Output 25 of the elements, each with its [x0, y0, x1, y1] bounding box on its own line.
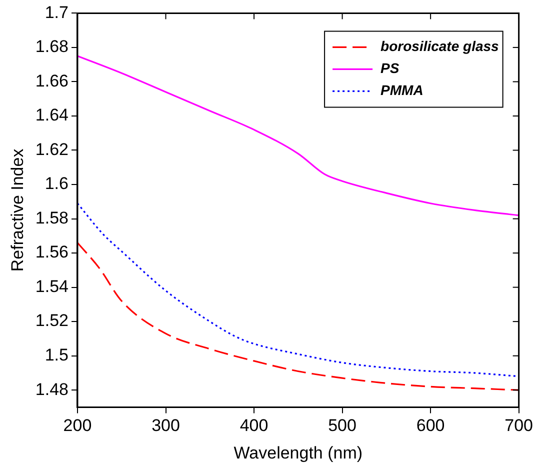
y-tick-label: 1.54 [35, 276, 68, 296]
y-tick-label: 1.66 [35, 71, 68, 90]
legend-label: PS [380, 60, 400, 76]
x-tick-label: 600 [416, 416, 445, 436]
x-tick-label: 200 [63, 416, 92, 436]
y-tick-label: 1.68 [35, 37, 68, 56]
line-series [77, 55, 519, 216]
legend-label: borosilicate glass [380, 38, 500, 54]
y-tick-label: 1.62 [35, 140, 68, 159]
x-axis-title: Wavelength (nm) [234, 443, 363, 462]
y-tick-label: 1.48 [35, 380, 68, 399]
y-tick-label: 1.7 [44, 2, 68, 22]
x-tick-label: 300 [152, 416, 180, 436]
x-tick-label: 400 [240, 416, 268, 436]
y-axis-title: Refractive Index [8, 148, 27, 272]
line-series [77, 242, 519, 391]
y-tick-label: 1.52 [35, 311, 68, 330]
y-tick-label: 1.6 [44, 174, 68, 194]
x-tick-label: 500 [328, 416, 356, 436]
y-tick-label: 1.5 [44, 345, 68, 364]
y-tick-label: 1.56 [35, 242, 68, 262]
x-tick-label: 700 [504, 416, 534, 436]
y-tick-label: 1.64 [35, 106, 68, 125]
legend-label: PMMA [380, 82, 424, 98]
y-tick-label: 1.58 [35, 208, 68, 228]
